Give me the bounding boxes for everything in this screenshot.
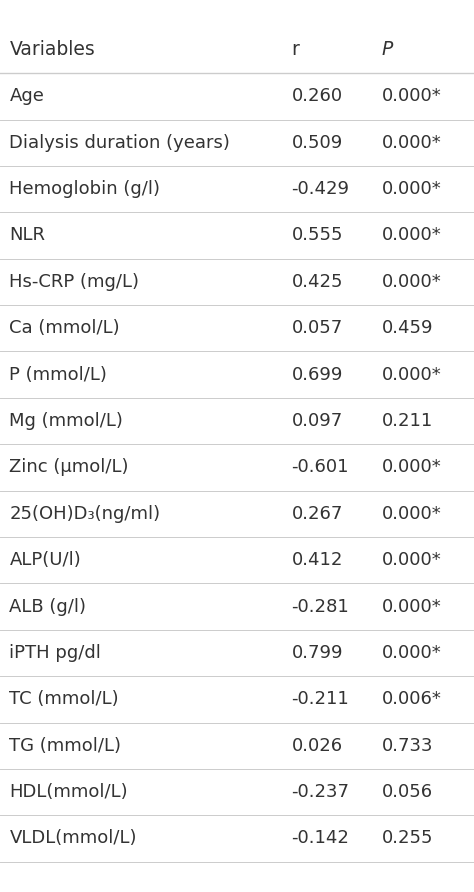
Text: Dialysis duration (years): Dialysis duration (years) [9, 134, 230, 152]
Text: 0.000*: 0.000* [382, 134, 441, 152]
Bar [0, 212, 474, 259]
Text: 0.026: 0.026 [292, 737, 343, 755]
Text: 0.000*: 0.000* [382, 180, 441, 198]
Text: 0.267: 0.267 [292, 505, 343, 523]
Text: -0.281: -0.281 [292, 598, 349, 615]
Text: iPTH pg/dl: iPTH pg/dl [9, 644, 101, 662]
Bar [0, 259, 474, 305]
Text: 0.699: 0.699 [292, 366, 343, 384]
Text: VLDL(mmol/L): VLDL(mmol/L) [9, 830, 137, 847]
Text: 0.260: 0.260 [292, 87, 343, 105]
Text: 0.000*: 0.000* [382, 458, 441, 476]
Bar [0, 351, 474, 398]
Bar [0, 305, 474, 351]
Text: -0.237: -0.237 [292, 783, 349, 801]
Text: 0.000*: 0.000* [382, 273, 441, 291]
Bar [0, 491, 474, 537]
Text: 0.000*: 0.000* [382, 598, 441, 615]
Text: -0.142: -0.142 [292, 830, 349, 847]
Text: 0.000*: 0.000* [382, 644, 441, 662]
Text: 0.000*: 0.000* [382, 366, 441, 384]
Bar [0, 583, 474, 630]
Text: -0.429: -0.429 [292, 180, 349, 198]
Text: 0.425: 0.425 [292, 273, 343, 291]
Text: HDL(mmol/L): HDL(mmol/L) [9, 783, 128, 801]
Text: ALP(U/l): ALP(U/l) [9, 551, 81, 569]
Text: TC (mmol/L): TC (mmol/L) [9, 690, 119, 708]
Text: 0.000*: 0.000* [382, 227, 441, 244]
Text: Zinc (μmol/L): Zinc (μmol/L) [9, 458, 129, 476]
Text: 25(OH)D₃(ng/ml): 25(OH)D₃(ng/ml) [9, 505, 161, 523]
Text: Variables: Variables [9, 40, 95, 60]
Text: 0.211: 0.211 [382, 412, 433, 430]
Text: r: r [292, 40, 300, 60]
Bar [0, 723, 474, 769]
Text: 0.799: 0.799 [292, 644, 343, 662]
Text: 0.459: 0.459 [382, 319, 433, 337]
Text: 0.733: 0.733 [382, 737, 433, 755]
Bar [0, 120, 474, 166]
Text: 0.056: 0.056 [382, 783, 433, 801]
Text: 0.097: 0.097 [292, 412, 343, 430]
Bar [0, 676, 474, 723]
Text: 0.509: 0.509 [292, 134, 343, 152]
Text: TG (mmol/L): TG (mmol/L) [9, 737, 121, 755]
Text: 0.057: 0.057 [292, 319, 343, 337]
Text: -0.211: -0.211 [292, 690, 349, 708]
Bar [0, 398, 474, 444]
Text: ALB (g/l): ALB (g/l) [9, 598, 86, 615]
Bar [0, 537, 474, 583]
Text: Ca (mmol/L): Ca (mmol/L) [9, 319, 120, 337]
Text: -0.601: -0.601 [292, 458, 349, 476]
Text: P: P [382, 40, 393, 60]
Text: NLR: NLR [9, 227, 46, 244]
Text: P (mmol/L): P (mmol/L) [9, 366, 107, 384]
Bar [0, 630, 474, 676]
Text: Hs-CRP (mg/L): Hs-CRP (mg/L) [9, 273, 139, 291]
Text: 0.000*: 0.000* [382, 551, 441, 569]
Text: Mg (mmol/L): Mg (mmol/L) [9, 412, 123, 430]
Text: 0.000*: 0.000* [382, 505, 441, 523]
Bar [0, 166, 474, 212]
Text: 0.412: 0.412 [292, 551, 343, 569]
Bar [0, 769, 474, 815]
Bar [0, 815, 474, 862]
Text: 0.000*: 0.000* [382, 87, 441, 105]
Bar [0, 27, 474, 73]
Bar [0, 444, 474, 491]
Text: Hemoglobin (g/l): Hemoglobin (g/l) [9, 180, 161, 198]
Text: 0.255: 0.255 [382, 830, 433, 847]
Text: 0.006*: 0.006* [382, 690, 441, 708]
Text: Age: Age [9, 87, 45, 105]
Bar [0, 73, 474, 120]
Text: 0.555: 0.555 [292, 227, 343, 244]
